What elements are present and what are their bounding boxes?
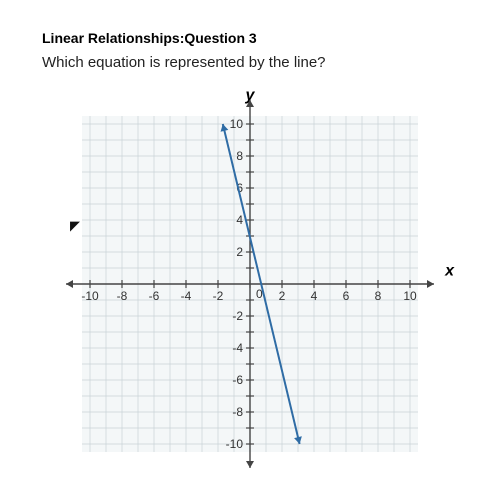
svg-text:10: 10 [403,289,417,303]
svg-text:2: 2 [279,289,286,303]
cursor-icon: ◤ [70,218,80,234]
svg-text:-8: -8 [117,289,128,303]
svg-text:-10: -10 [226,437,244,451]
question-header: Linear Relationships:Question 3 [42,30,470,46]
svg-text:-4: -4 [181,289,192,303]
graph-svg: -10-8-6-4-22468100246810-2-4-6-8-10 [50,89,450,479]
svg-text:4: 4 [236,213,243,227]
svg-text:-6: -6 [232,373,243,387]
svg-text:10: 10 [230,117,244,131]
svg-text:-2: -2 [232,309,243,323]
svg-text:8: 8 [236,149,243,163]
svg-text:-2: -2 [213,289,224,303]
svg-text:6: 6 [343,289,350,303]
question-number: Question 3 [184,30,256,46]
svg-text:8: 8 [375,289,382,303]
svg-text:2: 2 [236,245,243,259]
svg-text:-4: -4 [232,341,243,355]
svg-text:-8: -8 [232,405,243,419]
question-text: Which equation is represented by the lin… [42,54,470,71]
topic-label: Linear Relationships: [42,30,184,46]
svg-text:-6: -6 [149,289,160,303]
coordinate-graph: y x -10-8-6-4-22468100246810-2-4-6-8-10 [50,89,450,479]
svg-text:-10: -10 [81,289,99,303]
svg-text:4: 4 [311,289,318,303]
